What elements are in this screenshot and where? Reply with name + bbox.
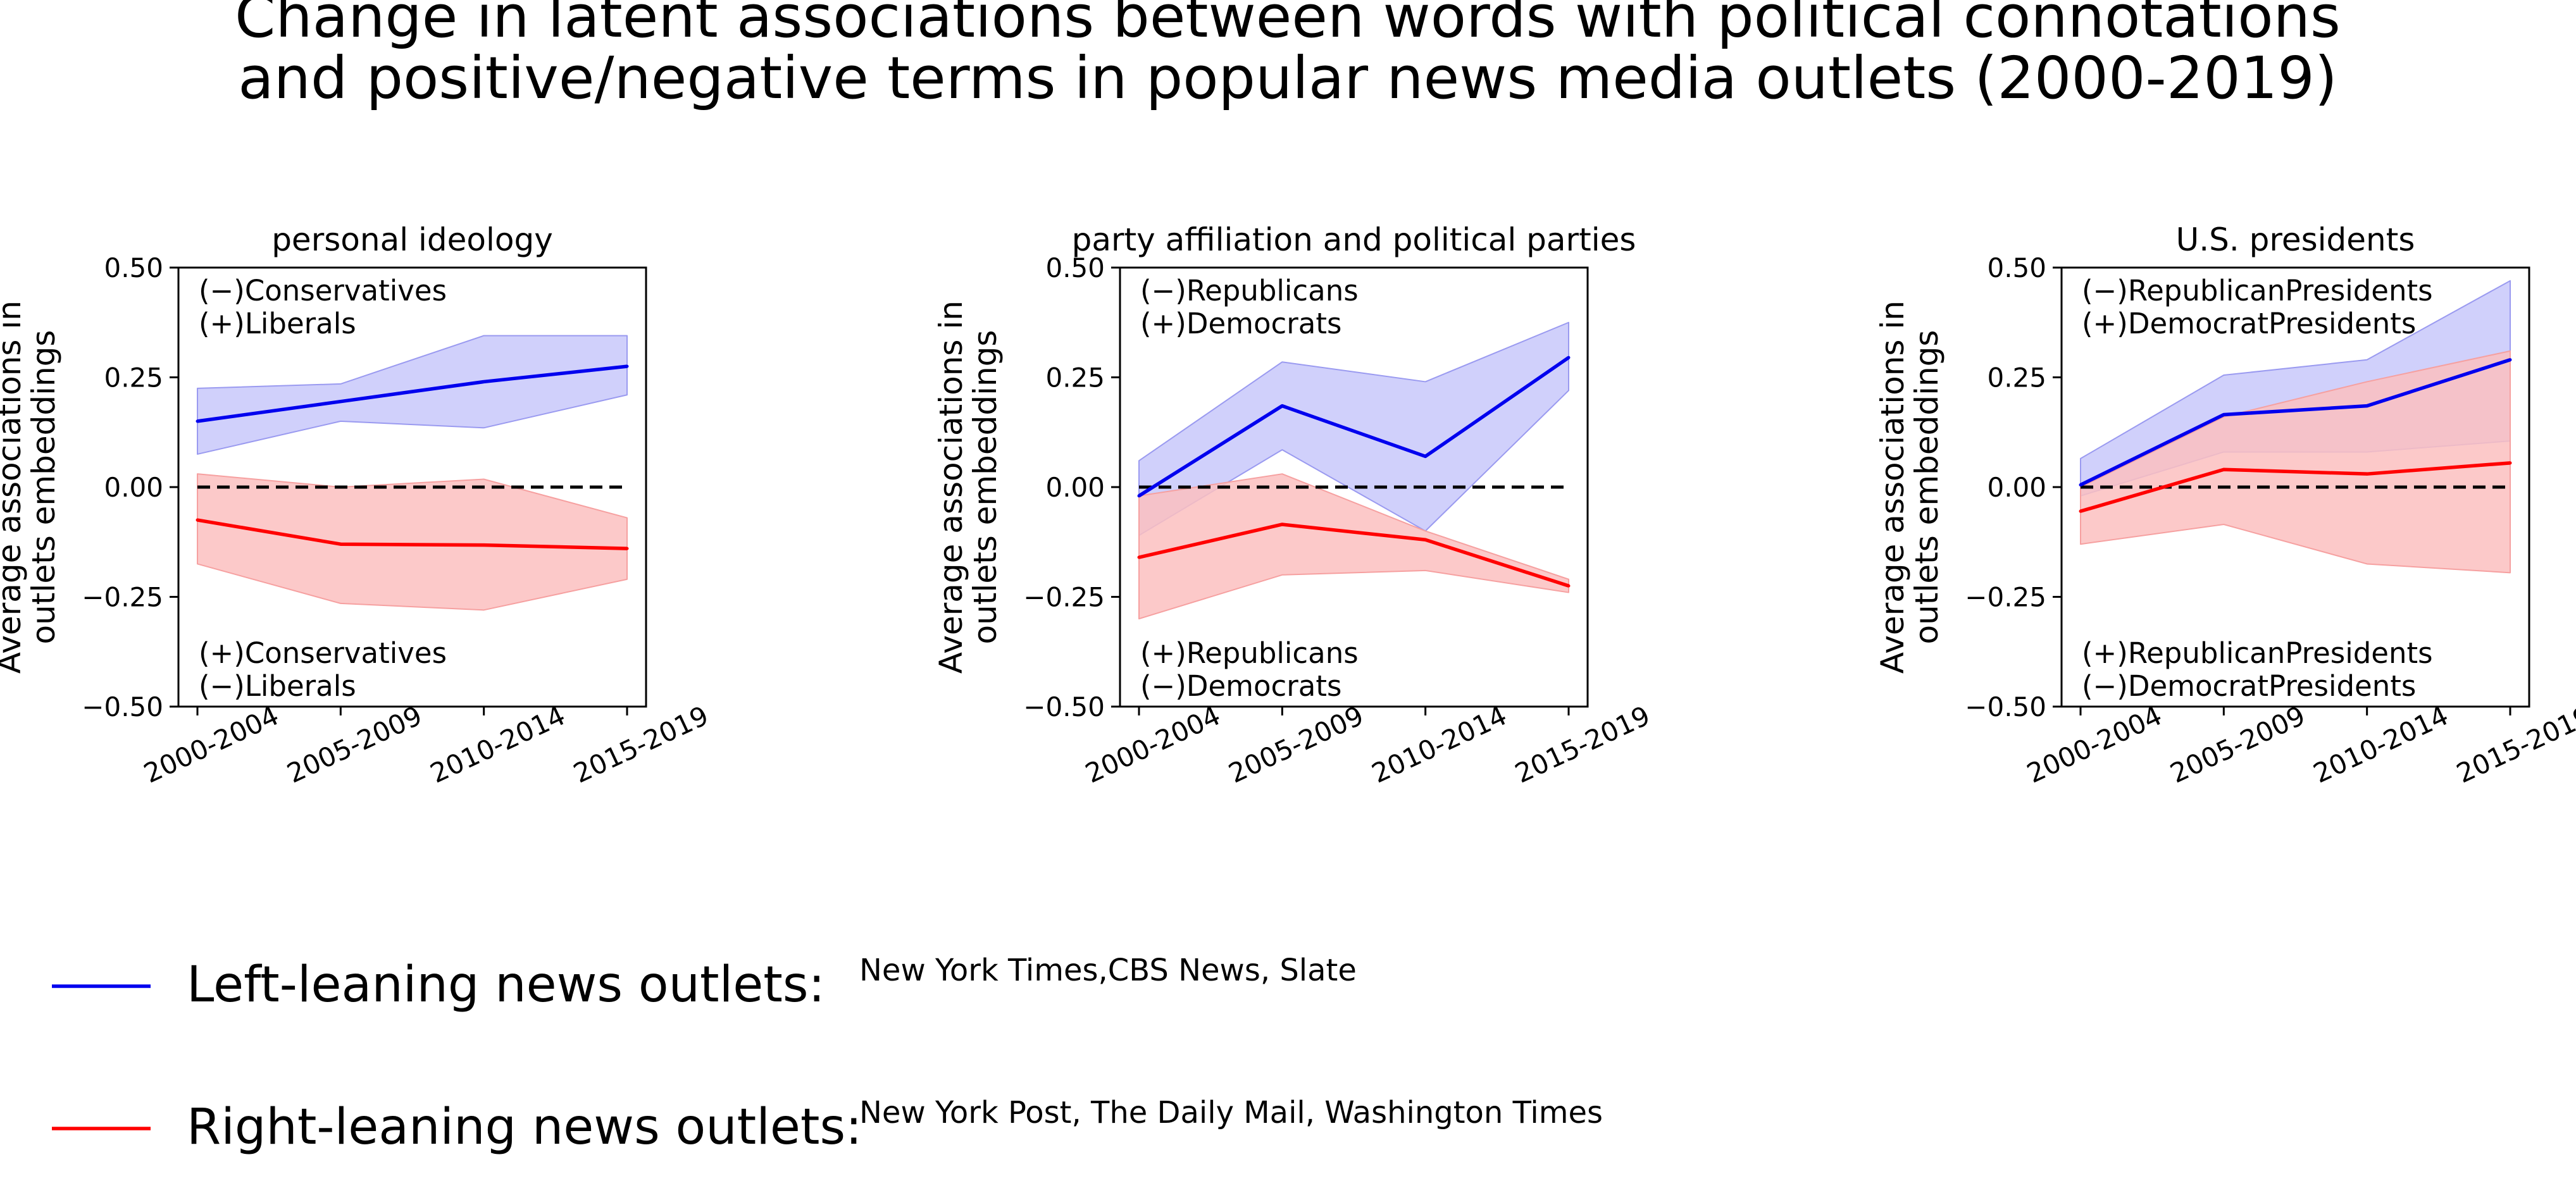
- legend-label: Right-leaning news outlets:: [187, 1099, 862, 1156]
- right-outlets-point: [626, 547, 629, 550]
- right-outlets-point: [1281, 523, 1284, 526]
- figure-title: Change in latent associations between wo…: [235, 0, 2341, 112]
- y-tick-label: −0.50: [82, 691, 163, 722]
- title-line: Change in latent associations between wo…: [235, 0, 2341, 51]
- annotation-bottom: (−)Liberals: [199, 669, 356, 703]
- left-outlets-point: [626, 365, 629, 368]
- left-outlets-point: [2365, 404, 2368, 407]
- y-tick-label: −0.25: [82, 582, 163, 613]
- y-tick-label: 0.00: [104, 472, 163, 503]
- x-tick-label: 2010-2014: [1367, 700, 1511, 789]
- x-tick-label: 2015-2019: [2452, 700, 2576, 789]
- x-tick-label: 2005-2009: [282, 700, 426, 789]
- x-tick-label: 2005-2009: [1224, 700, 1368, 789]
- y-tick-label: −0.50: [1023, 691, 1105, 722]
- y-axis-label: outlets embeddings: [967, 330, 1004, 645]
- legend: Left-leaning news outlets: New York Times…: [52, 953, 1603, 1156]
- legend-item: Left-leaning news outlets: New York Times…: [52, 953, 1357, 1013]
- legend-item: Right-leaning news outlets:New York Post…: [52, 1095, 1603, 1156]
- annotation-top: (−)Conservatives: [199, 274, 447, 307]
- x-tick-label: 2015-2019: [569, 700, 713, 789]
- left-outlets-point: [1424, 455, 1427, 458]
- annotation-bottom: (+)RepublicanPresidents: [2082, 636, 2433, 670]
- right-outlets-point: [1138, 556, 1141, 559]
- right-outlets-point: [1424, 538, 1427, 541]
- right-outlets-point: [2222, 468, 2225, 471]
- y-tick-label: −0.25: [1965, 582, 2046, 613]
- left-outlets-point: [196, 419, 199, 423]
- right-outlets-point: [1567, 585, 1571, 588]
- y-axis-label: outlets embeddings: [25, 330, 62, 645]
- y-axis-label: Average associations in: [0, 300, 28, 674]
- left-outlets-point: [2079, 483, 2082, 486]
- right-outlets-point: [2365, 473, 2368, 476]
- right-outlets-point: [339, 543, 342, 546]
- annotation-top: (−)Republicans: [1140, 274, 1359, 307]
- x-tick-label: 2015-2019: [1510, 700, 1655, 789]
- y-axis-label: Average associations in: [1874, 300, 1911, 674]
- annotation-bottom: (+)Conservatives: [199, 636, 447, 670]
- right-outlets-band: [197, 474, 627, 610]
- left-outlets-point: [482, 380, 485, 383]
- y-tick-label: 0.50: [104, 252, 163, 283]
- y-tick-label: 0.50: [1045, 252, 1105, 283]
- right-outlets-point: [2079, 510, 2082, 513]
- legend-outlets: New York Times,CBS News, Slate: [859, 953, 1357, 988]
- legend-outlets: New York Post, The Daily Mail, Washingto…: [859, 1095, 1603, 1130]
- annotation-bottom: (−)DemocratPresidents: [2082, 669, 2416, 703]
- y-axis-label: outlets embeddings: [1908, 330, 1945, 645]
- panel-title: party affiliation and political parties: [1072, 221, 1636, 258]
- annotation-top: (+)Democrats: [1140, 307, 1341, 340]
- annotation-bottom: (+)Republicans: [1140, 636, 1359, 670]
- right-outlets-band: [1139, 474, 1569, 619]
- annotation-top: (−)RepublicanPresidents: [2082, 274, 2433, 307]
- y-tick-label: 0.50: [1987, 252, 2046, 283]
- legend-label: Left-leaning news outlets:: [187, 956, 825, 1013]
- left-outlets-point: [2222, 413, 2225, 416]
- left-outlets-point: [1138, 494, 1141, 497]
- y-tick-label: 0.00: [1045, 472, 1105, 503]
- left-outlets-band: [197, 336, 627, 454]
- right-outlets-point: [196, 519, 199, 522]
- chart-panel: personal ideology 0.50 0.25 0.00 −0.25 −0.50 2…: [0, 221, 713, 789]
- annotation-top: (+)Liberals: [199, 307, 356, 340]
- y-tick-label: −0.50: [1965, 691, 2046, 722]
- chart-panel: U.S. presidents 0.50 0.25 0.00 −0.25 −0.50 200…: [1874, 221, 2576, 789]
- left-outlets-point: [339, 400, 342, 403]
- left-outlets-point: [1281, 404, 1284, 407]
- x-tick-label: 2010-2014: [425, 700, 569, 789]
- left-outlets-point: [2509, 358, 2512, 361]
- right-outlets-point: [482, 543, 485, 547]
- x-tick-label: 2005-2009: [2165, 700, 2310, 789]
- title-line: and positive/negative terms in popular n…: [238, 44, 2337, 112]
- panel-title: personal ideology: [271, 221, 553, 258]
- y-tick-label: 0.25: [1045, 362, 1105, 393]
- chart-panel: party affiliation and political parties0…: [933, 221, 1655, 789]
- y-axis-label: Average associations in: [933, 300, 969, 674]
- y-tick-label: 0.00: [1987, 472, 2046, 503]
- y-tick-label: −0.25: [1023, 582, 1105, 613]
- y-tick-label: 0.25: [1987, 362, 2046, 393]
- y-tick-label: 0.25: [104, 362, 163, 393]
- panel-title: U.S. presidents: [2176, 221, 2415, 258]
- left-outlets-point: [1567, 356, 1571, 359]
- right-outlets-point: [2509, 461, 2512, 464]
- x-tick-label: 2010-2014: [2308, 700, 2453, 789]
- annotation-bottom: (−)Democrats: [1140, 669, 1341, 703]
- annotation-top: (+)DemocratPresidents: [2082, 307, 2416, 340]
